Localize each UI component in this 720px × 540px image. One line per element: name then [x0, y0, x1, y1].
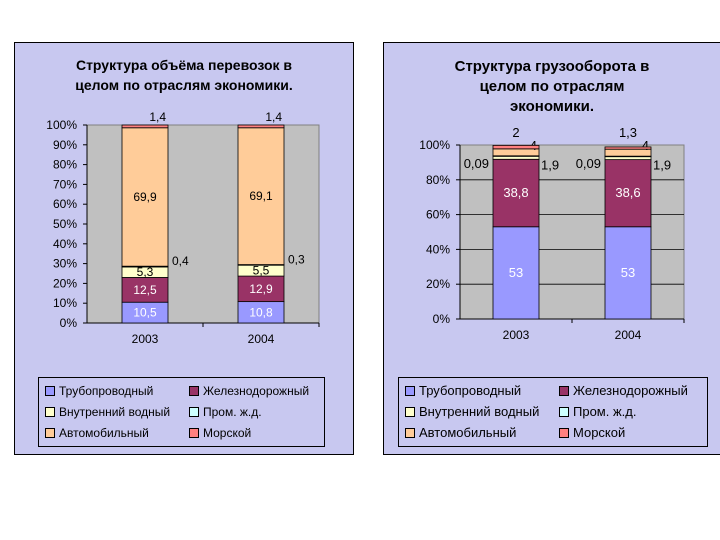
legend-label: Трубопроводный	[419, 383, 522, 398]
bar-segment-rail	[121, 277, 169, 303]
legend-label: Морской	[573, 425, 626, 440]
data-label: 38,6	[615, 185, 640, 200]
legend-item-industrial: Пром. ж.д.	[189, 405, 262, 419]
bar-segment-rail	[604, 159, 652, 228]
data-label: 4	[642, 138, 649, 153]
data-label: 53	[509, 265, 523, 280]
chart-title: Структура грузооборота в целом по отрасл…	[454, 58, 650, 115]
data-label: 1,4	[149, 110, 166, 124]
chart-plot-area: 0% 10% 20% 30% 40% 50% 60% 70% 80% 90% 100% 2003 10,…	[46, 110, 320, 346]
x-tick-label: 2003	[132, 332, 159, 346]
y-tick-label: 40%	[53, 237, 77, 251]
data-label: 53	[621, 265, 635, 280]
y-tick-label: 10%	[53, 296, 77, 310]
data-label: 0,09	[464, 156, 489, 171]
legend-swatch	[45, 406, 55, 417]
legend-label: Внутренний водный	[59, 405, 171, 419]
y-tick-label: 80%	[426, 173, 450, 187]
legend-item-auto: Автомобильный	[45, 426, 149, 440]
legend-label: Внутренний водный	[419, 404, 540, 419]
legend-item-industrial: Пром. ж.д.	[559, 405, 636, 419]
data-label: 1,3	[619, 125, 637, 140]
bar-segment-sea	[492, 144, 540, 150]
legend-item-sea: Морской	[559, 426, 625, 440]
data-label: 1,9	[653, 158, 671, 173]
data-label: 5,5	[253, 264, 270, 278]
chart-legend: Трубопроводный Железнодорожный Внутренний …	[398, 377, 708, 447]
data-label: 69,1	[249, 189, 273, 203]
data-label: 12,9	[249, 282, 273, 296]
data-label: 1,4	[265, 110, 282, 124]
legend-item-pipeline: Трубопроводный	[45, 384, 153, 398]
chart-panel-cargo-volume: Структура объёма перевозок в целом по от…	[14, 42, 354, 455]
legend-swatch	[189, 427, 199, 438]
y-tick-label: 30%	[53, 257, 77, 271]
data-label: 69,9	[133, 190, 157, 204]
data-label: 10,8	[249, 305, 273, 319]
legend-item-sea: Морской	[189, 426, 251, 440]
bar-segment-auto	[121, 127, 169, 267]
data-label: 38,8	[503, 185, 528, 200]
data-label: 10,5	[133, 306, 157, 320]
y-tick-label: 100%	[46, 118, 77, 132]
x-tick-label: 2004	[248, 332, 275, 346]
data-label: 1,9	[541, 157, 559, 172]
legend-swatch	[405, 406, 415, 417]
data-label: 0,3	[288, 253, 305, 267]
legend-swatch	[45, 385, 55, 396]
legend-label: Морской	[203, 426, 252, 440]
legend-swatch	[559, 385, 569, 396]
y-tick-label: 70%	[53, 177, 77, 191]
bar-segment-sea	[121, 124, 169, 129]
legend-item-auto: Автомобильный	[405, 426, 516, 440]
legend-swatch	[405, 427, 415, 438]
y-tick-label: 60%	[53, 197, 77, 211]
legend-label: Пром. ж.д.	[203, 405, 262, 419]
legend-swatch	[189, 385, 199, 396]
legend-label: Пром. ж.д.	[573, 404, 637, 419]
chart-plot-area: 0% 20% 40% 60% 80% 100% 2003 53 38,8 1,9 0,09 4 2 200…	[419, 125, 685, 342]
legend-label: Трубопроводный	[59, 384, 154, 398]
legend-swatch	[405, 385, 415, 396]
legend-item-rail: Железнодорожный	[559, 384, 688, 398]
legend-item-inland: Внутренний водный	[45, 405, 170, 419]
data-label: 0,09	[576, 156, 601, 171]
x-tick-label: 2003	[503, 328, 530, 342]
bar-segment-sea	[237, 124, 285, 129]
bar-segment-rail	[492, 158, 540, 228]
y-tick-label: 50%	[53, 217, 77, 231]
data-label: 12,5	[133, 283, 157, 297]
legend-label: Железнодорожный	[203, 384, 310, 398]
y-tick-label: 80%	[53, 158, 77, 172]
y-tick-label: 100%	[419, 138, 450, 152]
chart-panel-freight-turnover: Структура грузооборота в целом по отрасл…	[383, 42, 720, 455]
y-tick-label: 0%	[433, 312, 451, 326]
y-tick-label: 20%	[426, 277, 450, 291]
chart-title: Структура объёма перевозок в целом по от…	[75, 57, 293, 93]
x-tick-label: 2004	[615, 328, 642, 342]
legend-swatch	[559, 427, 569, 438]
data-label: 5,3	[137, 265, 154, 279]
y-tick-label: 90%	[53, 138, 77, 152]
data-label: 2	[512, 125, 519, 140]
legend-label: Железнодорожный	[573, 383, 688, 398]
bar-segment-rail	[237, 275, 285, 303]
chart-legend: Трубопроводный Железнодорожный Внутренний …	[38, 377, 325, 447]
data-label: 0,4	[172, 254, 189, 268]
legend-swatch	[189, 406, 199, 417]
legend-item-inland: Внутренний водный	[405, 405, 539, 419]
legend-item-pipeline: Трубопроводный	[405, 384, 521, 398]
y-tick-label: 20%	[53, 276, 77, 290]
legend-swatch	[559, 406, 569, 417]
bar-segment-sea	[604, 146, 652, 150]
legend-swatch	[45, 427, 55, 438]
legend-label: Автомобильный	[59, 426, 149, 440]
legend-label: Автомобильный	[419, 425, 517, 440]
y-tick-label: 40%	[426, 242, 450, 256]
bar-segment-auto	[237, 127, 285, 265]
y-tick-label: 60%	[426, 208, 450, 222]
y-tick-label: 0%	[60, 316, 78, 330]
legend-item-rail: Железнодорожный	[189, 384, 309, 398]
bar-segment-pipeline	[492, 226, 540, 320]
